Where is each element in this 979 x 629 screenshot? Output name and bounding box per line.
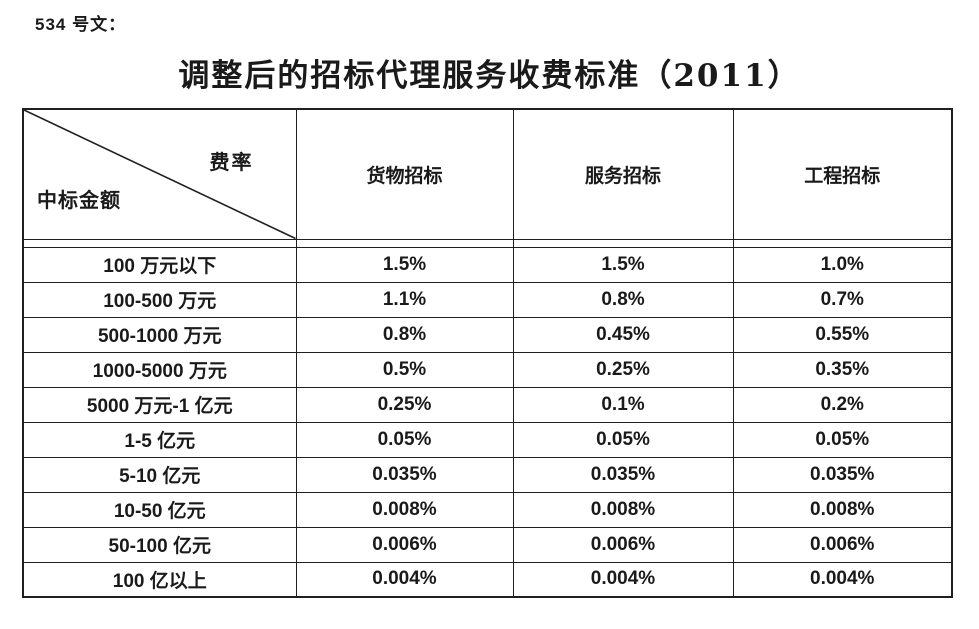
fee-rate-value: 0.008% [512, 491, 734, 528]
spacer-cell [295, 238, 514, 248]
row-label-amount-range: 1000-5000 万元 [22, 351, 297, 388]
fee-rate-value: 0.05% [732, 421, 953, 458]
doc-number-label: 534 号文： [35, 15, 127, 34]
col-header-engineering-bidding: 工程招标 [732, 108, 953, 240]
fee-rate-value: 0.55% [732, 316, 953, 353]
corner-cell: 费率 中标金额 [22, 108, 297, 240]
table-row: 100-500 万元 1.1% 0.8% 0.7% [22, 281, 953, 318]
fee-rate-value: 0.1% [512, 386, 734, 423]
row-label-amount-range: 5000 万元-1 亿元 [22, 386, 297, 423]
fee-rate-value: 0.2% [732, 386, 953, 423]
col-header-service-bidding: 服务招标 [512, 108, 734, 240]
fee-rate-value: 0.035% [295, 456, 514, 493]
fee-rate-value: 0.5% [295, 351, 514, 388]
fee-rate-value: 0.05% [512, 421, 734, 458]
table-row: 100 亿以上 0.004% 0.004% 0.004% [22, 561, 953, 598]
fee-rate-value: 0.8% [295, 316, 514, 353]
table-row: 100 万元以下 1.5% 1.5% 1.0% [22, 246, 953, 283]
table-row: 1000-5000 万元 0.5% 0.25% 0.35% [22, 351, 953, 388]
col-header-goods-bidding: 货物招标 [295, 108, 514, 240]
corner-label-amount: 中标金额 [37, 187, 121, 212]
fee-rate-value: 0.008% [295, 491, 514, 528]
row-label-amount-range: 50-100 亿元 [22, 526, 297, 563]
fee-rate-value: 1.1% [295, 281, 514, 318]
fee-rate-value: 1.5% [295, 246, 514, 283]
fee-rate-value: 0.25% [512, 351, 734, 388]
fee-rate-value: 0.006% [732, 526, 953, 563]
fee-rate-value: 0.25% [295, 386, 514, 423]
diagonal-line [24, 110, 296, 239]
row-label-amount-range: 10-50 亿元 [22, 491, 297, 528]
fee-rate-value: 0.004% [732, 561, 953, 598]
fee-rate-value: 1.0% [732, 246, 953, 283]
fee-rate-value: 0.45% [512, 316, 734, 353]
row-label-amount-range: 5-10 亿元 [22, 456, 297, 493]
row-label-amount-range: 100 亿以上 [22, 561, 297, 598]
fee-rate-value: 0.35% [732, 351, 953, 388]
fee-rate-value: 0.006% [512, 526, 734, 563]
row-label-amount-range: 100-500 万元 [22, 281, 297, 318]
table-row: 1-5 亿元 0.05% 0.05% 0.05% [22, 421, 953, 458]
fee-rate-value: 0.035% [732, 456, 953, 493]
fee-table: 费率 中标金额 货物招标 服务招标 工程招标 100 万元以下 1.5% 1.5% 1… [22, 108, 953, 598]
spacer-cell [732, 238, 953, 248]
fee-rate-value: 0.004% [295, 561, 514, 598]
spacer-row [22, 238, 953, 248]
table-row: 5000 万元-1 亿元 0.25% 0.1% 0.2% [22, 386, 953, 423]
header-row: 费率 中标金额 货物招标 服务招标 工程招标 [22, 108, 953, 240]
table-row: 5-10 亿元 0.035% 0.035% 0.035% [22, 456, 953, 493]
table-body: 100 万元以下 1.5% 1.5% 1.0% 100-500 万元 1.1% 0.8% 0.… [22, 246, 953, 598]
spacer-cell [512, 238, 734, 248]
fee-rate-value: 0.7% [732, 281, 953, 318]
corner-label-rate: 费率 [209, 150, 254, 174]
table-row: 50-100 亿元 0.006% 0.006% 0.006% [22, 526, 953, 563]
table-row: 10-50 亿元 0.008% 0.008% 0.008% [22, 491, 953, 528]
row-label-amount-range: 100 万元以下 [22, 246, 297, 283]
fee-rate-value: 0.008% [732, 491, 953, 528]
row-label-amount-range: 500-1000 万元 [22, 316, 297, 353]
spacer-cell [22, 238, 297, 248]
fee-rate-value: 0.004% [512, 561, 734, 598]
fee-rate-value: 1.5% [512, 246, 734, 283]
fee-rate-value: 0.006% [295, 526, 514, 563]
page-title: 调整后的招标代理服务收费标准（2011） [178, 58, 801, 94]
table-row: 500-1000 万元 0.8% 0.45% 0.55% [22, 316, 953, 353]
row-label-amount-range: 1-5 亿元 [22, 421, 297, 458]
fee-rate-value: 0.8% [512, 281, 734, 318]
fee-rate-value: 0.05% [295, 421, 514, 458]
fee-rate-value: 0.035% [512, 456, 734, 493]
